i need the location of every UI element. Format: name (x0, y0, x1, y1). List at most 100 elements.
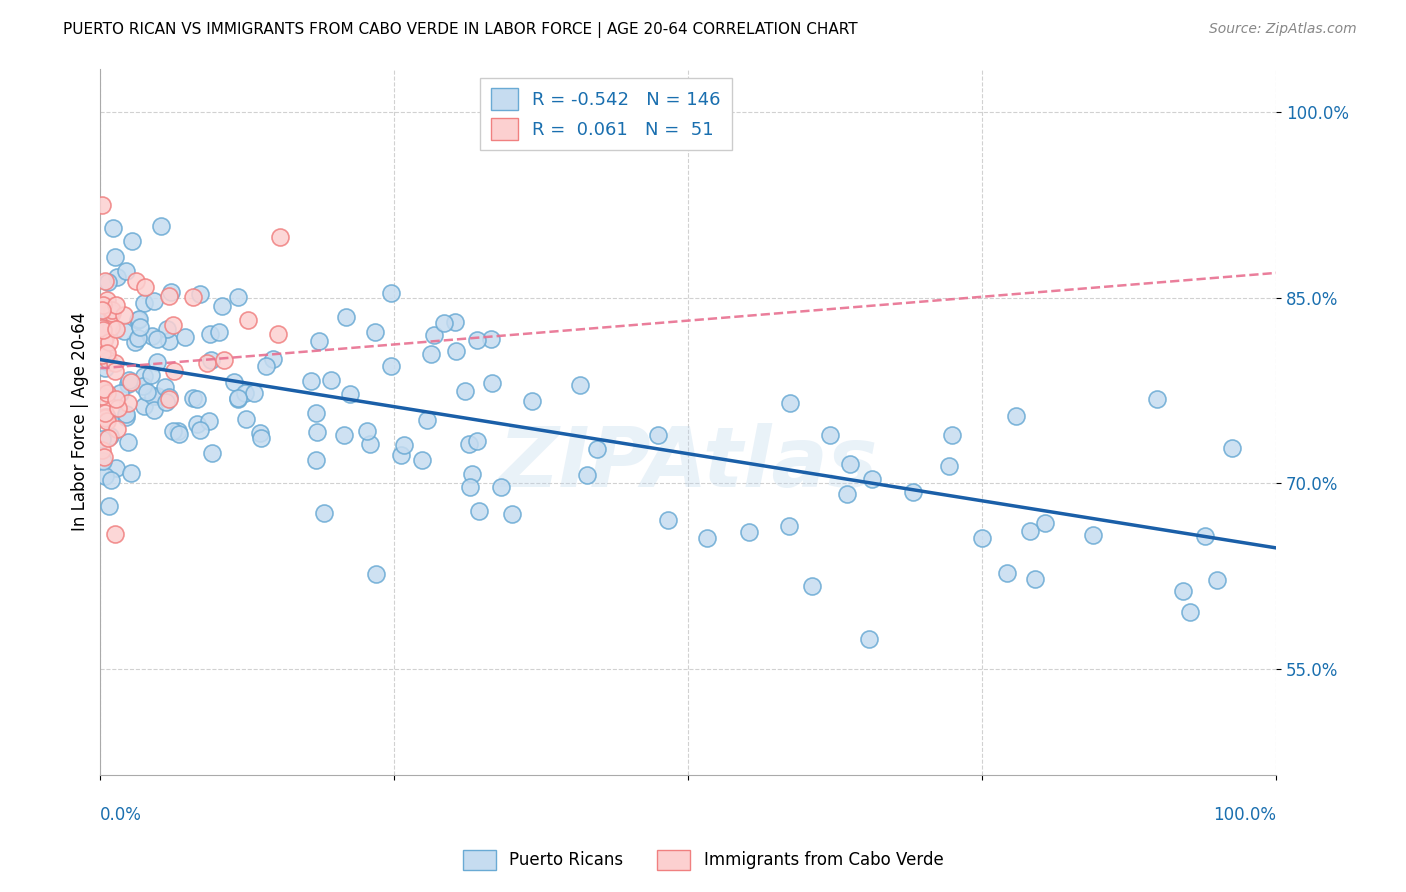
Point (1005, 409, 1028, 424)
Point (120, 466, 142, 480)
Point (107, 401, 129, 415)
Point (146, 388, 169, 402)
Point (127, 331, 149, 345)
Point (105, 322, 128, 336)
Point (568, 377, 591, 392)
Point (468, 504, 491, 518)
Point (112, 308, 135, 322)
Point (96, 293, 118, 307)
Point (104, 526, 127, 541)
Point (657, 513, 679, 527)
Point (162, 363, 184, 377)
Point (249, 425, 271, 440)
Point (169, 427, 191, 442)
Point (90, 198, 112, 212)
Point (94, 469, 117, 483)
Point (100, 305, 122, 319)
Point (696, 531, 718, 545)
Point (167, 424, 190, 438)
Point (108, 386, 131, 401)
Point (200, 353, 222, 368)
Point (121, 234, 143, 248)
Point (112, 324, 135, 338)
Point (128, 312, 150, 326)
Point (420, 347, 443, 361)
Point (576, 468, 599, 483)
Point (201, 446, 224, 460)
Point (269, 230, 291, 244)
Point (105, 422, 128, 436)
Text: Source: ZipAtlas.com: Source: ZipAtlas.com (1209, 22, 1357, 37)
Point (778, 519, 800, 533)
Point (104, 250, 127, 264)
Point (131, 379, 153, 393)
Point (465, 434, 488, 449)
Point (267, 326, 290, 341)
Point (90, 303, 112, 318)
Point (411, 452, 433, 467)
Point (389, 448, 412, 462)
Point (254, 359, 277, 374)
Legend: R = -0.542   N = 146, R =  0.061   N =  51: R = -0.542 N = 146, R = 0.061 N = 51 (479, 78, 731, 151)
Point (132, 399, 155, 413)
Point (118, 373, 141, 387)
Point (104, 364, 127, 378)
Point (93, 360, 115, 375)
Point (162, 318, 184, 332)
Point (153, 380, 176, 394)
Point (141, 368, 163, 382)
Text: ZIPAtlas: ZIPAtlas (499, 424, 877, 504)
Point (860, 472, 883, 486)
Point (224, 375, 246, 389)
Point (162, 424, 184, 438)
Point (335, 310, 357, 325)
Point (392, 438, 415, 452)
Point (491, 480, 513, 494)
Point (1146, 392, 1168, 407)
Point (1180, 605, 1202, 619)
Point (117, 435, 139, 450)
Point (211, 300, 233, 314)
Point (339, 386, 361, 401)
Point (157, 392, 180, 406)
Point (214, 352, 236, 367)
Point (181, 391, 204, 405)
Text: PUERTO RICAN VS IMMIGRANTS FROM CABO VERDE IN LABOR FORCE | AGE 20-64 CORRELATIO: PUERTO RICAN VS IMMIGRANTS FROM CABO VER… (63, 22, 858, 38)
Point (226, 392, 249, 407)
Point (105, 461, 128, 475)
Point (364, 325, 387, 339)
Point (94, 410, 117, 425)
Point (97, 355, 120, 369)
Point (380, 359, 402, 373)
Point (97, 499, 120, 513)
Point (333, 428, 356, 442)
Point (155, 395, 177, 409)
Point (647, 427, 669, 442)
Point (299, 374, 322, 388)
Point (124, 335, 146, 350)
Point (91, 453, 114, 467)
Point (104, 356, 127, 370)
Point (837, 487, 859, 501)
Point (858, 632, 880, 646)
Point (98, 429, 121, 443)
Point (90, 348, 112, 362)
Point (105, 392, 128, 406)
Point (93, 333, 115, 347)
Point (305, 453, 328, 467)
Point (94, 331, 117, 345)
Text: 100.0%: 100.0% (1213, 806, 1277, 824)
Point (465, 333, 488, 347)
Point (1024, 572, 1046, 586)
Point (307, 425, 329, 439)
Point (90, 389, 112, 403)
Point (1220, 442, 1243, 456)
Point (188, 287, 211, 301)
Point (1173, 583, 1195, 598)
Point (101, 221, 124, 235)
Point (208, 325, 231, 339)
Point (197, 414, 219, 428)
Point (127, 313, 149, 327)
Point (233, 385, 256, 400)
Point (96, 409, 118, 424)
